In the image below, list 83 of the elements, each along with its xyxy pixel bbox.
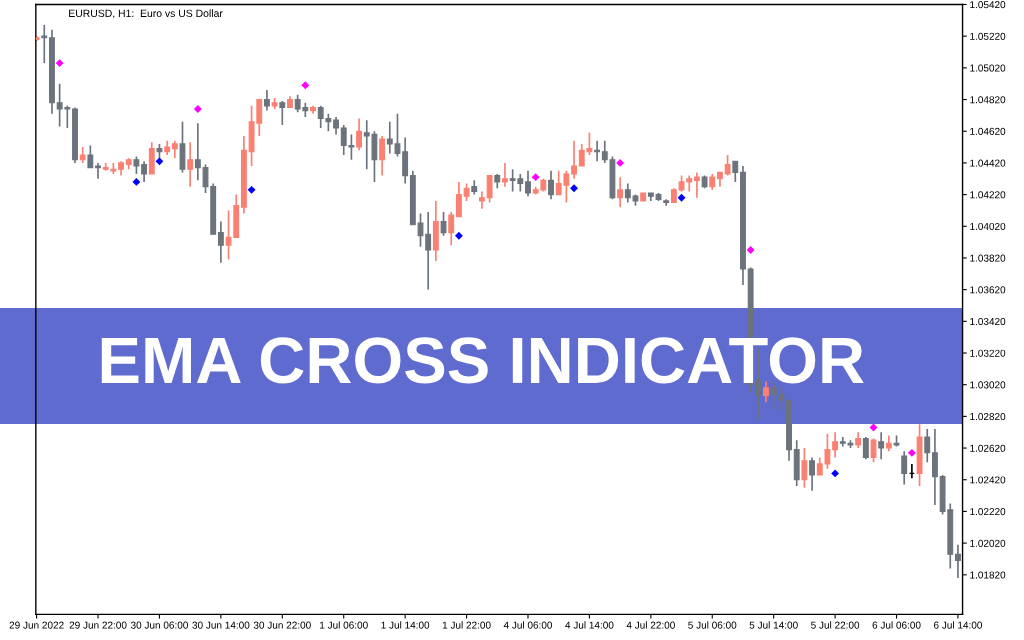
candlestick — [502, 162, 508, 188]
candlestick — [486, 174, 493, 204]
x-tick-label: 5 Jul 06:00 — [688, 621, 737, 629]
point — [570, 184, 578, 193]
y-tick-label: 1.03820 — [970, 254, 1006, 262]
candlestick — [141, 160, 148, 183]
candlestick — [924, 428, 931, 464]
point — [247, 185, 256, 194]
y-tick-label: 1.03020 — [970, 381, 1006, 389]
y-tick-label: 1.02220 — [970, 508, 1006, 516]
x-tick-label: 1 Jul 22:00 — [442, 621, 491, 629]
x-tick-label: 5 Jul 22:00 — [811, 621, 860, 629]
x-tick-label: 1 Jul 14:00 — [381, 621, 430, 629]
y-tick-label: 1.02020 — [970, 539, 1006, 547]
candlestick — [732, 160, 739, 183]
candlestick — [264, 89, 270, 112]
candlestick — [525, 169, 531, 198]
y-tick-label: 1.03220 — [970, 349, 1006, 357]
y-tick-label: 1.01820 — [970, 571, 1006, 579]
y-tick-label: 1.03620 — [970, 286, 1006, 294]
candlestick — [548, 169, 554, 201]
point — [454, 231, 463, 240]
candlestick — [955, 543, 961, 579]
y-tick-label: 1.05020 — [970, 64, 1006, 72]
point — [301, 81, 310, 90]
x-tick-label: 5 Jul 14:00 — [749, 621, 798, 629]
candlestick — [187, 141, 194, 188]
x-tick-label: 29 Jun 22:00 — [69, 621, 127, 629]
x-tick-label: 4 Jul 22:00 — [626, 621, 675, 629]
candlestick — [571, 139, 577, 180]
point — [531, 173, 540, 182]
x-tick-label: 6 Jul 06:00 — [872, 621, 921, 629]
candlestick — [862, 436, 869, 460]
point — [132, 177, 141, 186]
candlestick — [724, 154, 731, 177]
x-tick-label: 30 Jun 22:00 — [253, 621, 311, 629]
candlestick — [478, 190, 485, 210]
x-tick-label: 4 Jul 06:00 — [503, 621, 553, 629]
point — [155, 157, 164, 166]
candlestick — [832, 431, 839, 459]
candlestick — [901, 450, 908, 486]
point — [677, 193, 686, 202]
candlestick — [931, 428, 938, 506]
candlestick — [87, 144, 94, 169]
candlestick — [379, 135, 386, 177]
candlestick — [693, 171, 700, 199]
candlestick — [448, 211, 455, 247]
y-tick-label: 1.05420 — [970, 1, 1006, 9]
x-tick-label: 1 Jul 06:00 — [320, 621, 368, 629]
candlestick — [801, 447, 808, 489]
annotation: EMA CROSS INDICATOR — [101, 337, 864, 384]
candlestick — [279, 100, 286, 126]
candlestick — [95, 162, 101, 180]
y-tick-label: 1.02420 — [970, 476, 1006, 484]
y-tick-label: 1.02620 — [970, 444, 1006, 452]
candlestick — [402, 136, 409, 185]
point — [746, 246, 755, 254]
y-tick-label: 1.04420 — [970, 159, 1006, 167]
candlestick — [455, 181, 462, 218]
point — [55, 59, 64, 68]
y-tick-label: 1.03420 — [970, 317, 1006, 326]
point — [193, 105, 202, 113]
y-tick-label: 1.04620 — [970, 127, 1006, 135]
candlestick — [617, 176, 624, 209]
x-tick-label: 6 Jul 14:00 — [934, 621, 983, 629]
y-tick-label: 1.04020 — [970, 222, 1006, 230]
x-tick-label: 30 Jun 06:00 — [130, 621, 188, 629]
candlestick — [809, 456, 816, 492]
x-tick-label: 4 Jul 14:00 — [565, 621, 614, 629]
point — [831, 469, 840, 478]
chart-title: EURUSD, H1: Euro vs US Dollar — [69, 9, 223, 19]
point — [907, 448, 916, 457]
y-tick-label: 1.02820 — [970, 413, 1006, 421]
y-tick-label: 1.04220 — [970, 191, 1006, 199]
point — [616, 158, 625, 167]
x-tick-label: 29 Jun 2022 — [9, 621, 64, 629]
candlestick — [440, 211, 447, 237]
candlestick — [878, 431, 885, 460]
x-tick-label: 30 Jun 14:00 — [192, 621, 250, 629]
candlestick — [217, 220, 224, 264]
candlestick — [356, 117, 363, 152]
y-tick-label: 1.04820 — [970, 96, 1006, 104]
y-tick-label: 1.05220 — [970, 32, 1006, 40]
